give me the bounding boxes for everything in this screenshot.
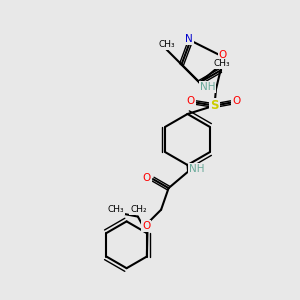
Text: CH₃: CH₃: [108, 206, 124, 214]
Text: O: O: [143, 172, 151, 183]
Text: CH₃: CH₃: [213, 59, 230, 68]
Text: NH: NH: [200, 82, 215, 92]
Text: NH: NH: [189, 164, 204, 174]
Text: O: O: [186, 96, 195, 106]
Text: CH₃: CH₃: [158, 40, 175, 49]
Text: O: O: [142, 221, 150, 231]
Text: O: O: [219, 50, 227, 61]
Text: N: N: [185, 34, 193, 44]
Text: S: S: [210, 99, 219, 112]
Text: O: O: [232, 96, 241, 106]
Text: CH₂: CH₂: [130, 206, 147, 214]
